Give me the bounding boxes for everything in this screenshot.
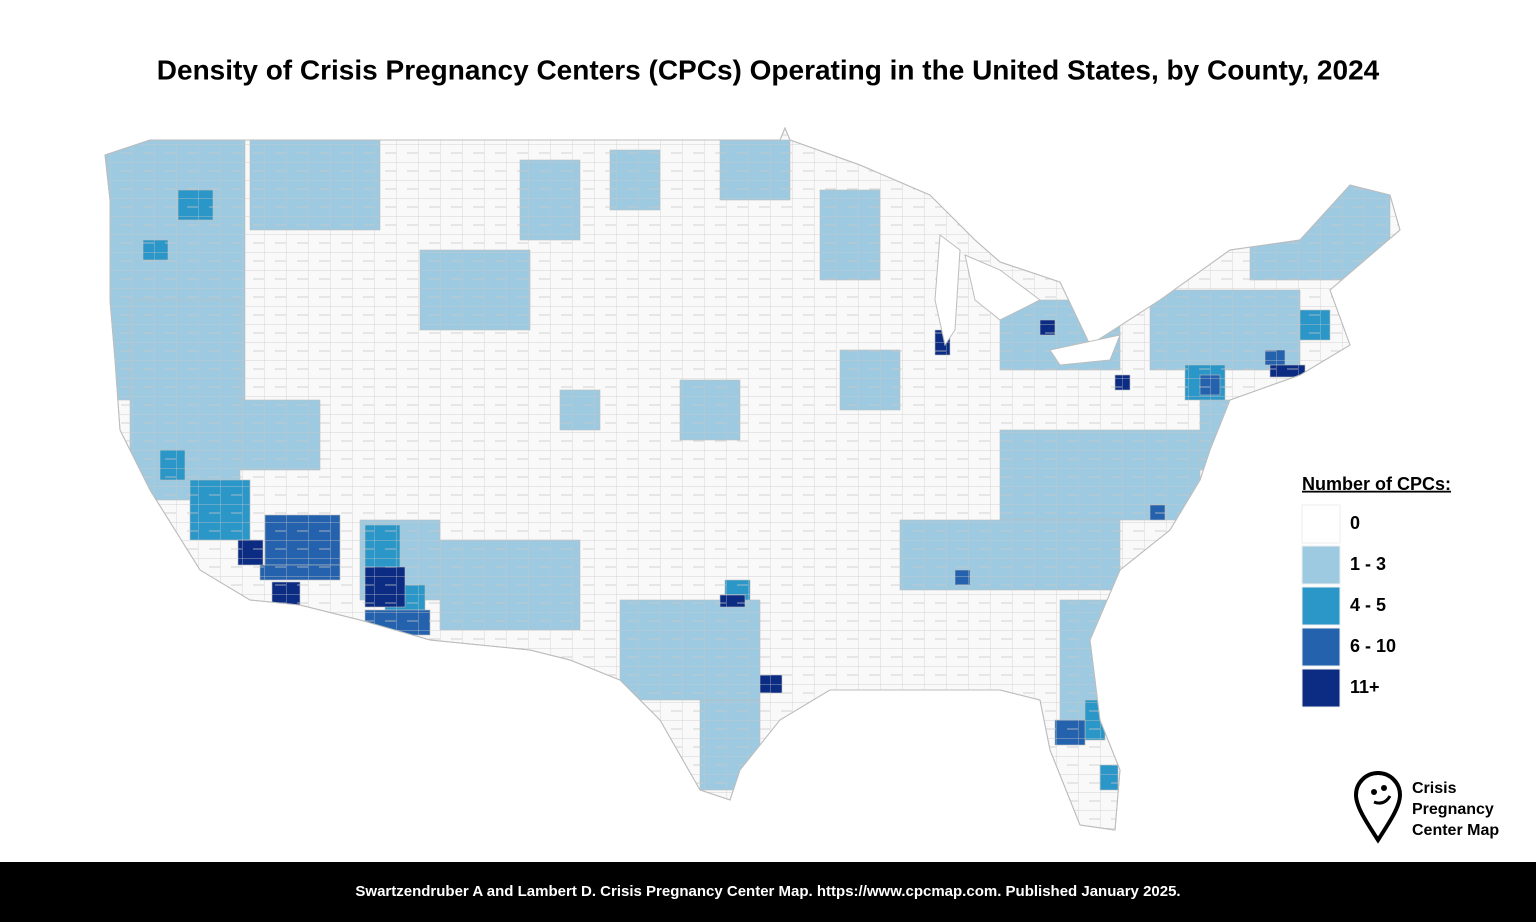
- logo-eye: [1381, 785, 1387, 791]
- footer-bar: [0, 862, 1536, 922]
- map-title: Density of Crisis Pregnancy Centers (CPC…: [157, 54, 1380, 85]
- county-borders: [104, 126, 1401, 831]
- legend-label: 0: [1350, 513, 1360, 533]
- legend-swatch: [1301, 668, 1341, 708]
- logo-smile: [1373, 795, 1392, 805]
- logo-pin: [1353, 771, 1403, 844]
- us-county-map: [104, 126, 1401, 831]
- legend-swatch: [1301, 504, 1341, 544]
- logo: Crisis Pregnancy Center Map: [1353, 771, 1499, 844]
- legend-swatch: [1301, 627, 1341, 667]
- logo-text: Pregnancy: [1412, 801, 1494, 818]
- legend-label: 4 - 5: [1350, 595, 1386, 615]
- legend: Number of CPCs: 0 1 - 3 4 - 5 6 - 10 11+: [1301, 474, 1451, 708]
- logo-eye: [1371, 789, 1377, 795]
- legend-title: Number of CPCs:: [1302, 474, 1451, 494]
- legend-label: 6 - 10: [1350, 636, 1396, 656]
- legend-swatch: [1301, 545, 1341, 585]
- logo-text: Center Map: [1412, 822, 1499, 839]
- legend-swatch: [1301, 586, 1341, 626]
- legend-label: 11+: [1350, 677, 1380, 697]
- great-lakes: [934, 234, 1121, 366]
- footer-citation: Swartzendruber A and Lambert D. Crisis P…: [355, 883, 1180, 900]
- legend-label: 1 - 3: [1350, 554, 1386, 574]
- logo-text: Crisis: [1412, 780, 1457, 797]
